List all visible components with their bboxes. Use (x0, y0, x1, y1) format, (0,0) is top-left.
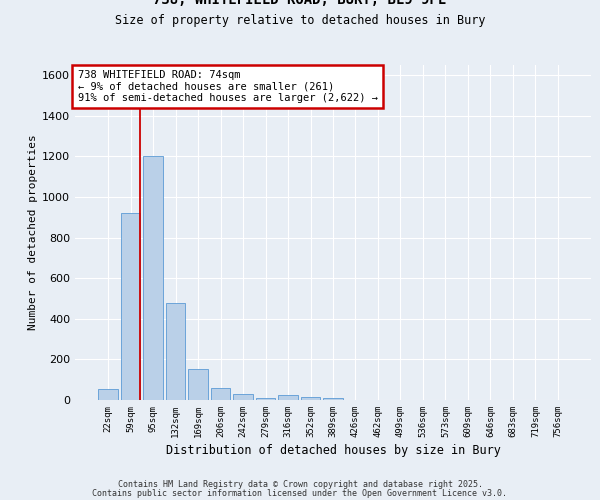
Bar (143, 156, 163, 400)
Bar (233, 394, 253, 400)
Bar (98, 389, 118, 400)
Bar (256, 398, 275, 400)
Bar (166, 302, 185, 400)
X-axis label: Distribution of detached houses by size in Bury: Distribution of detached houses by size … (166, 444, 500, 457)
Bar (211, 388, 230, 400)
Bar (323, 398, 343, 400)
Text: 738 WHITEFIELD ROAD: 74sqm
← 9% of detached houses are smaller (261)
91% of semi: 738 WHITEFIELD ROAD: 74sqm ← 9% of detac… (77, 70, 377, 103)
Text: Contains HM Land Registry data © Crown copyright and database right 2025.: Contains HM Land Registry data © Crown c… (118, 480, 482, 489)
Text: Contains public sector information licensed under the Open Government Licence v3: Contains public sector information licen… (92, 489, 508, 498)
Bar (301, 397, 320, 400)
Text: 738, WHITEFIELD ROAD, BURY, BL9 9PL: 738, WHITEFIELD ROAD, BURY, BL9 9PL (154, 0, 446, 7)
Bar (188, 368, 208, 400)
Y-axis label: Number of detached properties: Number of detached properties (28, 134, 38, 330)
Bar (278, 395, 298, 400)
Bar (121, 213, 140, 400)
Text: Size of property relative to detached houses in Bury: Size of property relative to detached ho… (115, 14, 485, 28)
